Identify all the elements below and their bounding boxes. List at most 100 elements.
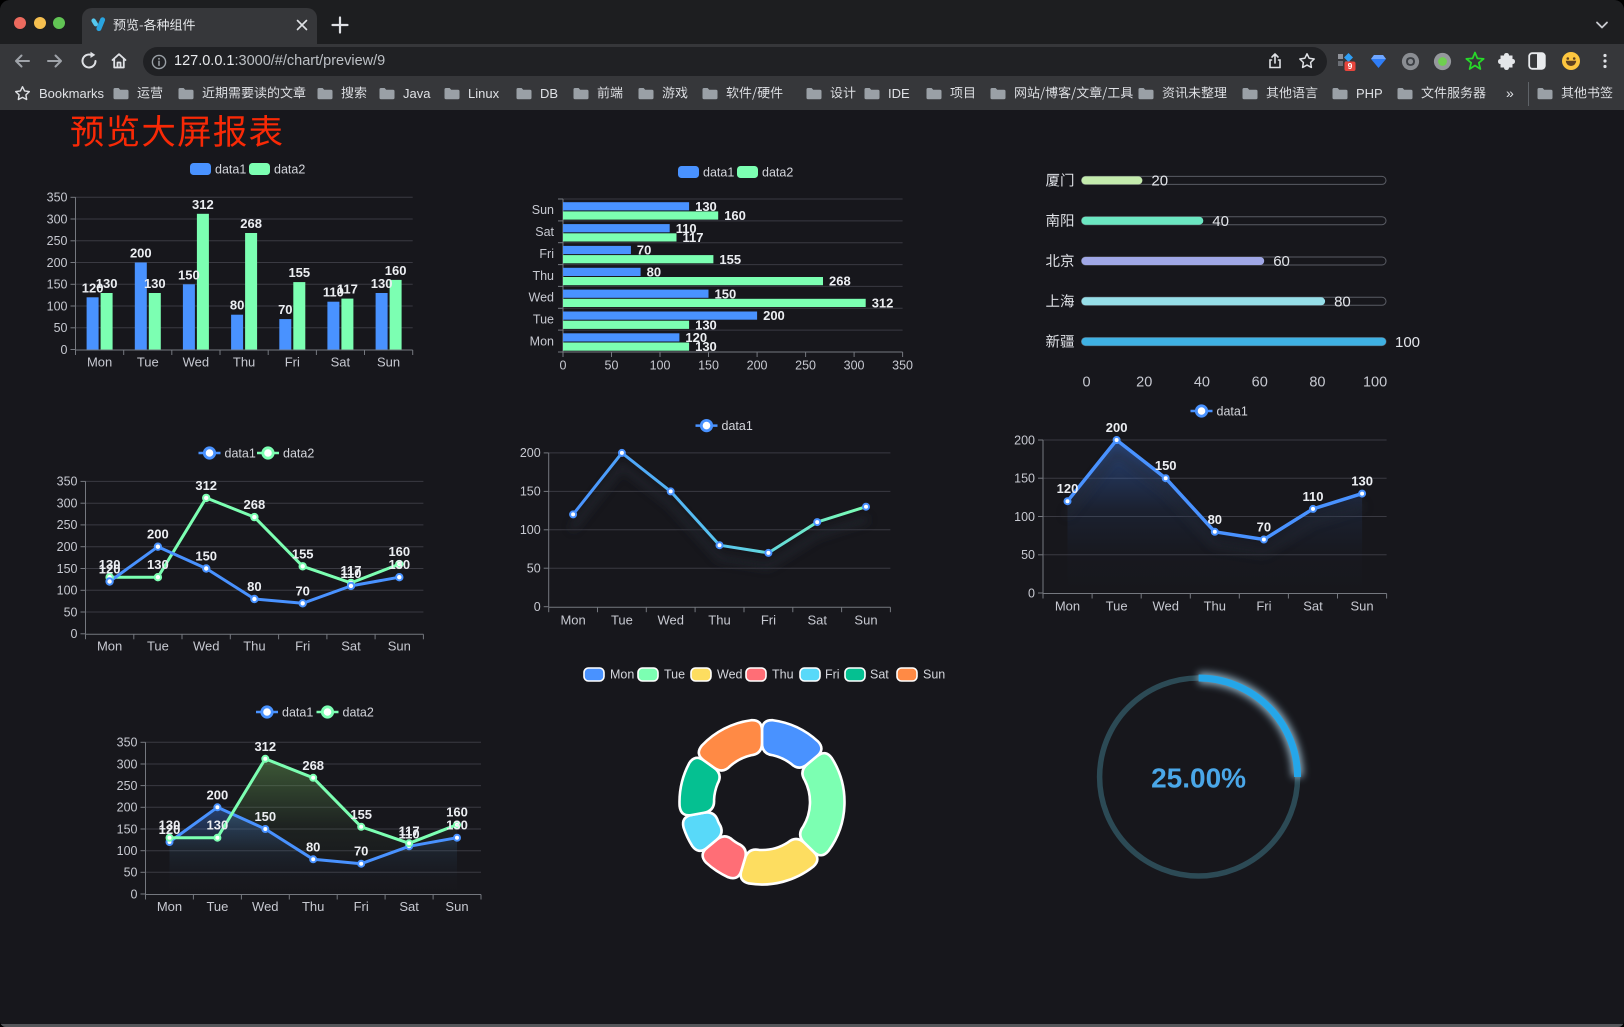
svg-text:100: 100 xyxy=(520,523,541,537)
svg-text:0: 0 xyxy=(534,600,541,614)
svg-text:Sat: Sat xyxy=(535,225,554,239)
svg-text:250: 250 xyxy=(117,779,138,793)
svg-text:Mon: Mon xyxy=(1055,599,1080,614)
svg-text:130: 130 xyxy=(96,276,118,291)
svg-text:70: 70 xyxy=(295,583,309,598)
svg-text:117: 117 xyxy=(683,230,704,245)
svg-text:130: 130 xyxy=(159,818,181,833)
svg-text:110: 110 xyxy=(341,566,362,581)
svg-text:20: 20 xyxy=(1136,375,1152,391)
svg-text:350: 350 xyxy=(117,736,138,750)
svg-text:70: 70 xyxy=(278,302,292,317)
svg-text:150: 150 xyxy=(1014,472,1035,486)
svg-text:200: 200 xyxy=(763,308,785,323)
svg-text:350: 350 xyxy=(57,475,78,489)
svg-text:Tue: Tue xyxy=(206,899,228,914)
svg-text:data1: data1 xyxy=(703,165,734,179)
svg-text:130: 130 xyxy=(695,317,717,332)
svg-text:data1: data1 xyxy=(722,419,753,433)
svg-text:130: 130 xyxy=(388,557,410,572)
svg-text:Thu: Thu xyxy=(532,269,554,283)
svg-text:Fri: Fri xyxy=(539,247,554,261)
svg-text:Tue: Tue xyxy=(137,355,159,370)
svg-text:Sat: Sat xyxy=(331,355,351,370)
svg-text:Fri: Fri xyxy=(761,613,776,628)
svg-text:Wed: Wed xyxy=(183,355,210,370)
svg-text:80: 80 xyxy=(306,839,320,854)
svg-text:150: 150 xyxy=(254,809,276,824)
svg-text:Sun: Sun xyxy=(923,667,945,681)
svg-text:Tue: Tue xyxy=(664,667,685,681)
svg-text:120: 120 xyxy=(99,562,121,577)
svg-text:Fri: Fri xyxy=(825,667,840,681)
svg-text:155: 155 xyxy=(288,265,310,280)
svg-text:200: 200 xyxy=(1106,420,1128,435)
svg-text:data2: data2 xyxy=(274,162,305,176)
svg-text:117: 117 xyxy=(341,563,362,578)
svg-text:160: 160 xyxy=(446,805,468,820)
svg-text:50: 50 xyxy=(605,359,619,373)
svg-text:Sat: Sat xyxy=(1303,599,1323,614)
svg-text:130: 130 xyxy=(446,818,468,833)
svg-text:150: 150 xyxy=(698,359,719,373)
svg-text:130: 130 xyxy=(144,276,166,291)
svg-text:80: 80 xyxy=(230,298,244,313)
svg-text:200: 200 xyxy=(147,527,169,542)
svg-text:160: 160 xyxy=(388,544,410,559)
svg-text:Thu: Thu xyxy=(233,355,255,370)
svg-text:130: 130 xyxy=(695,339,717,354)
svg-text:200: 200 xyxy=(117,801,138,815)
svg-text:117: 117 xyxy=(337,282,358,297)
svg-text:Sun: Sun xyxy=(388,639,411,654)
svg-text:9: 9 xyxy=(1348,61,1353,71)
svg-text:110: 110 xyxy=(1303,489,1324,504)
svg-text:70: 70 xyxy=(354,844,368,859)
svg-text:110: 110 xyxy=(323,285,344,300)
svg-text:100: 100 xyxy=(650,359,671,373)
svg-text:Tue: Tue xyxy=(1106,599,1128,614)
svg-text:100: 100 xyxy=(57,584,78,598)
svg-text:Mon: Mon xyxy=(87,355,112,370)
svg-text:Thu: Thu xyxy=(708,613,730,628)
svg-text:Wed: Wed xyxy=(193,639,220,654)
svg-text:200: 200 xyxy=(1014,433,1035,447)
svg-text:155: 155 xyxy=(292,546,314,561)
svg-text:268: 268 xyxy=(244,497,266,512)
svg-text:Wed: Wed xyxy=(657,613,684,628)
svg-text:130: 130 xyxy=(207,818,229,833)
svg-text:200: 200 xyxy=(207,787,229,802)
svg-text:Thu: Thu xyxy=(302,899,324,914)
svg-text:20: 20 xyxy=(1151,173,1168,190)
svg-text:Sun: Sun xyxy=(854,613,877,628)
svg-text:312: 312 xyxy=(254,739,276,754)
svg-text:130: 130 xyxy=(1351,474,1373,489)
svg-text:Sun: Sun xyxy=(377,355,400,370)
svg-text:312: 312 xyxy=(872,296,894,311)
svg-text:300: 300 xyxy=(47,212,68,226)
svg-text:200: 200 xyxy=(747,359,768,373)
svg-text:312: 312 xyxy=(192,197,214,212)
svg-text:Fri: Fri xyxy=(285,355,300,370)
svg-text:200: 200 xyxy=(130,246,152,261)
svg-text:50: 50 xyxy=(1021,548,1035,562)
svg-text:70: 70 xyxy=(637,243,651,258)
svg-text:60: 60 xyxy=(1273,253,1290,270)
svg-text:250: 250 xyxy=(795,359,816,373)
svg-text:150: 150 xyxy=(47,278,68,292)
svg-text:data1: data1 xyxy=(282,705,313,719)
svg-text:Sat: Sat xyxy=(399,899,419,914)
svg-text:40: 40 xyxy=(1194,375,1210,391)
svg-text:Thu: Thu xyxy=(1204,599,1226,614)
svg-text:312: 312 xyxy=(195,478,217,493)
svg-text:Mon: Mon xyxy=(610,667,634,681)
svg-text:60: 60 xyxy=(1252,375,1268,391)
svg-text:Wed: Wed xyxy=(1152,599,1179,614)
svg-text:Sun: Sun xyxy=(445,899,468,914)
svg-text:200: 200 xyxy=(57,540,78,554)
svg-text:Sat: Sat xyxy=(807,613,827,628)
svg-text:50: 50 xyxy=(64,605,78,619)
svg-text:200: 200 xyxy=(47,256,68,270)
svg-text:150: 150 xyxy=(1155,458,1177,473)
svg-text:Tue: Tue xyxy=(533,313,554,327)
svg-text:150: 150 xyxy=(57,562,78,576)
